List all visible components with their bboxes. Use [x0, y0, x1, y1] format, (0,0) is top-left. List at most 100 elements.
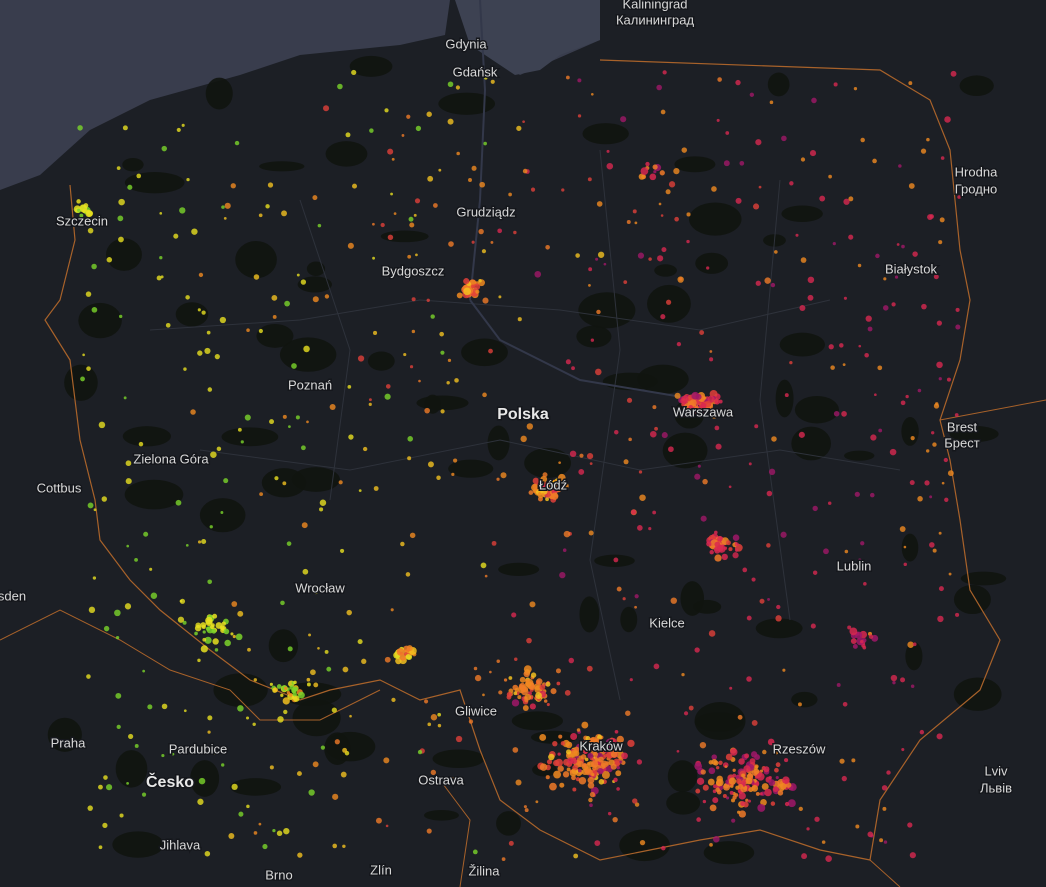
data-point	[482, 392, 487, 398]
data-point	[650, 430, 657, 438]
data-point	[551, 480, 557, 487]
data-point	[535, 692, 542, 699]
data-point	[749, 92, 755, 97]
data-point	[332, 843, 338, 849]
data-point	[828, 174, 832, 179]
data-point	[289, 685, 294, 690]
data-point	[534, 270, 542, 278]
data-point	[198, 777, 206, 785]
data-point	[368, 398, 372, 402]
data-point	[177, 616, 185, 623]
data-point	[842, 363, 846, 367]
data-point	[292, 692, 297, 697]
data-point	[800, 257, 807, 263]
data-point	[589, 803, 593, 808]
data-point	[598, 779, 605, 785]
data-point	[197, 540, 202, 544]
data-point	[126, 544, 130, 548]
data-point	[546, 759, 553, 765]
data-point	[700, 410, 704, 415]
data-point	[385, 384, 391, 389]
data-point	[237, 610, 244, 617]
forest	[122, 426, 171, 447]
data-point	[711, 754, 717, 760]
data-point	[907, 641, 914, 648]
forest	[124, 479, 184, 510]
data-point	[764, 788, 772, 797]
data-point	[626, 220, 631, 225]
data-point	[601, 744, 606, 749]
data-point	[483, 141, 487, 146]
data-point	[128, 733, 134, 740]
data-point	[781, 135, 787, 142]
data-point	[908, 81, 913, 86]
data-point	[566, 749, 572, 755]
data-point	[136, 173, 142, 179]
data-point	[302, 568, 309, 575]
data-point	[272, 687, 278, 693]
data-point	[125, 478, 132, 485]
data-point	[183, 709, 187, 713]
data-point	[210, 623, 215, 627]
data-point	[436, 475, 441, 480]
data-point	[449, 776, 454, 781]
data-point	[625, 710, 631, 716]
data-point	[870, 434, 877, 441]
data-point	[230, 183, 236, 189]
data-point	[738, 758, 745, 765]
data-point	[553, 759, 560, 767]
data-point	[714, 399, 720, 405]
data-point	[320, 745, 326, 750]
data-point	[221, 205, 225, 209]
forest	[755, 618, 803, 639]
data-point	[448, 241, 454, 247]
data-point	[224, 639, 231, 647]
data-point	[729, 686, 733, 690]
data-point	[782, 668, 786, 672]
data-point	[757, 804, 766, 812]
forest	[901, 416, 919, 446]
data-point	[780, 783, 787, 790]
data-point	[748, 462, 752, 466]
data-point	[681, 395, 689, 403]
data-point	[207, 387, 213, 392]
data-point	[917, 388, 922, 393]
data-point	[400, 541, 405, 547]
forest	[221, 427, 279, 447]
data-point	[559, 571, 566, 579]
forest	[438, 92, 496, 115]
data-point	[665, 189, 671, 195]
data-point	[732, 534, 740, 541]
data-point	[210, 451, 217, 458]
data-point	[228, 832, 235, 839]
data-point	[471, 284, 475, 289]
data-point	[545, 681, 551, 687]
data-point	[76, 199, 81, 204]
data-point	[106, 257, 113, 263]
data-point	[827, 501, 832, 505]
data-point	[221, 621, 226, 626]
forest	[511, 711, 563, 731]
data-point	[230, 632, 234, 636]
data-point	[317, 646, 320, 650]
data-point	[751, 785, 759, 792]
data-point	[182, 620, 187, 625]
data-point	[717, 77, 722, 82]
data-point	[202, 637, 207, 642]
data-point	[526, 423, 534, 430]
data-point	[550, 688, 557, 695]
data-point	[630, 509, 637, 515]
data-point	[592, 766, 597, 771]
data-point	[714, 530, 718, 535]
city-label: Poznań	[288, 377, 332, 392]
data-point	[207, 730, 211, 734]
data-point	[240, 440, 244, 444]
data-point	[204, 850, 211, 857]
data-point	[700, 402, 707, 409]
data-point	[718, 760, 723, 765]
data-point	[271, 294, 278, 301]
forest	[582, 123, 629, 145]
forest	[292, 699, 341, 737]
data-point	[313, 682, 319, 688]
data-point	[865, 315, 872, 322]
